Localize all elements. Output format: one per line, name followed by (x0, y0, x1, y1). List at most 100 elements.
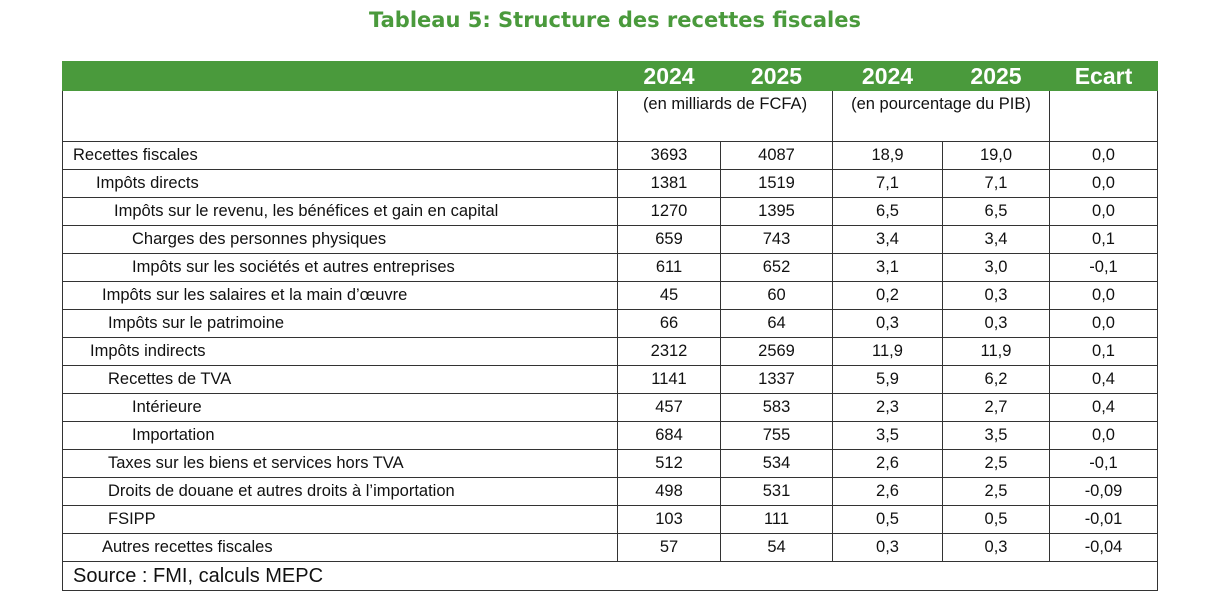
row-label: FSIPP (62, 505, 618, 534)
value-cell: 0,3 (942, 309, 1050, 338)
value-cell: 7,1 (942, 169, 1050, 198)
value-cell: 66 (617, 309, 721, 338)
source-note: Source : FMI, calculs MEPC (62, 561, 1158, 591)
units-cell: (en pourcentage du PIB) (832, 90, 1050, 142)
value-cell: 0,0 (1049, 169, 1158, 198)
value-cell: 531 (720, 477, 833, 506)
row-label: Importation (62, 421, 618, 450)
data-row: Charges des personnes physiques 659 743 3,4… (62, 225, 1158, 254)
value-cell: 0,3 (832, 533, 943, 562)
data-row: Impôts sur les salaires et la main d’œuv… (62, 281, 1158, 310)
value-cell: 4087 (720, 141, 833, 170)
value-cell: 0,0 (1049, 197, 1158, 226)
value-cell: -0,1 (1049, 449, 1158, 478)
data-row: Recettes fiscales 3693 4087 18,9 19,0 0,0 (62, 141, 1158, 170)
value-cell: 684 (617, 421, 721, 450)
row-label: Taxes sur les biens et services hors TVA (62, 449, 618, 478)
value-cell: 3693 (617, 141, 721, 170)
value-cell: 755 (720, 421, 833, 450)
row-label: Impôts sur les sociétés et autres entrep… (62, 253, 618, 282)
data-row: Impôts sur le revenu, les bénéfices et g… (62, 197, 1158, 226)
data-row: Taxes sur les biens et services hors TVA… (62, 449, 1158, 478)
row-label: Intérieure (62, 393, 618, 422)
data-row: Impôts indirects 2312 2569 11,9 11,9 0,1 (62, 337, 1158, 366)
value-cell: 19,0 (942, 141, 1050, 170)
data-row: Recettes de TVA 1141 1337 5,9 6,2 0,4 (62, 365, 1158, 394)
value-cell: 1395 (720, 197, 833, 226)
value-cell: -0,04 (1049, 533, 1158, 562)
value-cell: 3,4 (942, 225, 1050, 254)
value-cell: 3,5 (832, 421, 943, 450)
value-cell: 611 (617, 253, 721, 282)
value-cell: 54 (720, 533, 833, 562)
value-cell: 45 (617, 281, 721, 310)
value-cell: 6,2 (942, 365, 1050, 394)
row-label: Charges des personnes physiques (62, 225, 618, 254)
data-row: FSIPP 103 111 0,5 0,5 -0,01 (62, 505, 1158, 534)
value-cell: 0,5 (942, 505, 1050, 534)
row-label: Impôts sur le patrimoine (62, 309, 618, 338)
row-label: Recettes fiscales (62, 141, 618, 170)
value-cell: 1141 (617, 365, 721, 394)
value-cell: 457 (617, 393, 721, 422)
data-row: Autres recettes fiscales 57 54 0,3 0,3 -0,04 (62, 533, 1158, 562)
value-cell: 3,0 (942, 253, 1050, 282)
value-cell: 11,9 (832, 337, 943, 366)
value-cell: 652 (720, 253, 833, 282)
value-cell: 512 (617, 449, 721, 478)
header-cell: 2025 (720, 61, 833, 91)
value-cell: 111 (720, 505, 833, 534)
row-label: Autres recettes fiscales (62, 533, 618, 562)
value-cell: 583 (720, 393, 833, 422)
value-cell: 7,1 (832, 169, 943, 198)
value-cell: 534 (720, 449, 833, 478)
value-cell: 11,9 (942, 337, 1050, 366)
data-row: Importation 684 755 3,5 3,5 0,0 (62, 421, 1158, 450)
data-row: Impôts sur les sociétés et autres entrep… (62, 253, 1158, 282)
value-cell: 0,0 (1049, 309, 1158, 338)
value-cell: 0,2 (832, 281, 943, 310)
row-label: Impôts directs (62, 169, 618, 198)
value-cell: 6,5 (942, 197, 1050, 226)
value-cell: 0,3 (942, 281, 1050, 310)
units-cell (62, 90, 618, 142)
table-body: 2024 2025 2024 2025 Ecart (en milliards de FC… (62, 61, 1158, 591)
value-cell: 0,4 (1049, 365, 1158, 394)
value-cell: 0,4 (1049, 393, 1158, 422)
value-cell: 2,6 (832, 449, 943, 478)
value-cell: 0,0 (1049, 421, 1158, 450)
value-cell: 743 (720, 225, 833, 254)
header-cell: 2024 (617, 61, 721, 91)
units-cell (1049, 90, 1158, 142)
value-cell: 0,3 (832, 309, 943, 338)
row-label: Recettes de TVA (62, 365, 618, 394)
units-cell: (en milliards de FCFA) (617, 90, 833, 142)
value-cell: 3,4 (832, 225, 943, 254)
header-cell: 2025 (942, 61, 1050, 91)
value-cell: 103 (617, 505, 721, 534)
row-label: Droits de douane et autres droits à l’im… (62, 477, 618, 506)
row-label: Impôts sur les salaires et la main d’œuv… (62, 281, 618, 310)
value-cell: 0,1 (1049, 225, 1158, 254)
value-cell: 2,5 (942, 449, 1050, 478)
value-cell: 2,7 (942, 393, 1050, 422)
data-row: Droits de douane et autres droits à l’im… (62, 477, 1158, 506)
value-cell: 2,3 (832, 393, 943, 422)
value-cell: 1519 (720, 169, 833, 198)
value-cell: 1381 (617, 169, 721, 198)
value-cell: 1270 (617, 197, 721, 226)
data-row: Intérieure 457 583 2,3 2,7 0,4 (62, 393, 1158, 422)
data-row: Impôts directs 1381 1519 7,1 7,1 0,0 (62, 169, 1158, 198)
value-cell: -0,09 (1049, 477, 1158, 506)
value-cell: 0,3 (942, 533, 1050, 562)
value-cell: 498 (617, 477, 721, 506)
value-cell: -0,01 (1049, 505, 1158, 534)
value-cell: -0,1 (1049, 253, 1158, 282)
value-cell: 659 (617, 225, 721, 254)
header-cell (62, 61, 618, 91)
row-label: Impôts sur le revenu, les bénéfices et g… (62, 197, 618, 226)
value-cell: 5,9 (832, 365, 943, 394)
value-cell: 6,5 (832, 197, 943, 226)
value-cell: 0,1 (1049, 337, 1158, 366)
table-title: Tableau 5: Structure des recettes fiscal… (369, 8, 861, 32)
